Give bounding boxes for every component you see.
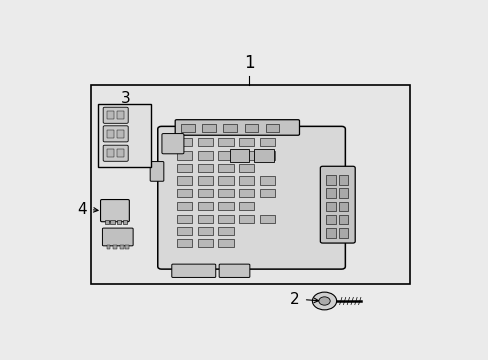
FancyBboxPatch shape [102, 228, 133, 246]
Text: 4: 4 [77, 202, 87, 217]
Bar [218, 215, 233, 223]
Bar [197, 227, 212, 235]
Bar [107, 111, 114, 120]
Bar [326, 188, 335, 198]
Bar [239, 164, 254, 172]
Bar [176, 227, 191, 235]
Bar [107, 149, 114, 157]
Bar [197, 176, 212, 185]
Bar [239, 138, 254, 146]
Bar [176, 202, 191, 210]
Bar [91, 85, 409, 284]
Bar [218, 202, 233, 210]
Bar [218, 164, 233, 172]
Bar [260, 138, 275, 146]
Bar [122, 220, 127, 225]
Circle shape [312, 292, 336, 310]
Bar [260, 189, 275, 197]
Bar [218, 138, 233, 146]
Bar [260, 176, 275, 185]
Bar [326, 202, 335, 211]
Bar [229, 149, 249, 162]
Bar [326, 175, 335, 185]
Bar [239, 215, 254, 223]
FancyBboxPatch shape [171, 264, 215, 278]
Bar [176, 151, 191, 159]
Bar [202, 123, 215, 132]
Bar [239, 202, 254, 210]
Bar [107, 130, 114, 138]
Bar [244, 123, 258, 132]
FancyBboxPatch shape [103, 126, 128, 142]
Bar [105, 220, 109, 225]
Bar [338, 215, 347, 225]
Bar [218, 151, 233, 159]
Bar [197, 202, 212, 210]
Bar [260, 215, 275, 223]
Text: 1: 1 [244, 54, 254, 72]
Bar [218, 189, 233, 197]
FancyBboxPatch shape [162, 134, 183, 154]
FancyBboxPatch shape [158, 126, 345, 269]
Bar [110, 220, 114, 225]
Bar [117, 111, 123, 120]
Bar [338, 175, 347, 185]
Bar [197, 239, 212, 247]
Bar [117, 149, 123, 157]
Bar [239, 176, 254, 185]
Bar [117, 130, 123, 138]
Bar [218, 176, 233, 185]
Bar [254, 149, 274, 162]
Bar [176, 164, 191, 172]
Bar [197, 151, 212, 159]
Bar [338, 202, 347, 211]
Bar [338, 188, 347, 198]
FancyBboxPatch shape [101, 199, 129, 222]
FancyBboxPatch shape [103, 107, 128, 123]
Bar [176, 138, 191, 146]
Bar [338, 228, 347, 238]
Bar [176, 176, 191, 185]
Bar [176, 239, 191, 247]
Bar [239, 151, 254, 159]
FancyBboxPatch shape [219, 264, 249, 278]
Bar [98, 104, 150, 167]
Bar [218, 227, 233, 235]
Bar [260, 151, 275, 159]
FancyBboxPatch shape [103, 145, 128, 161]
Bar [239, 189, 254, 197]
Bar [326, 215, 335, 225]
Text: 3: 3 [121, 91, 130, 105]
Bar [197, 189, 212, 197]
Bar [124, 245, 128, 249]
Bar [113, 245, 117, 249]
Bar [176, 215, 191, 223]
Bar [223, 123, 237, 132]
Bar [326, 228, 335, 238]
FancyBboxPatch shape [175, 120, 299, 135]
Bar [197, 164, 212, 172]
Circle shape [318, 297, 329, 305]
Bar [120, 245, 124, 249]
Bar [117, 220, 121, 225]
Bar [265, 123, 279, 132]
FancyBboxPatch shape [150, 162, 163, 181]
Bar [106, 245, 110, 249]
Bar [197, 138, 212, 146]
Bar [218, 239, 233, 247]
Text: 2: 2 [290, 292, 299, 307]
Bar [181, 123, 194, 132]
Bar [176, 189, 191, 197]
FancyBboxPatch shape [320, 166, 354, 243]
Bar [197, 215, 212, 223]
